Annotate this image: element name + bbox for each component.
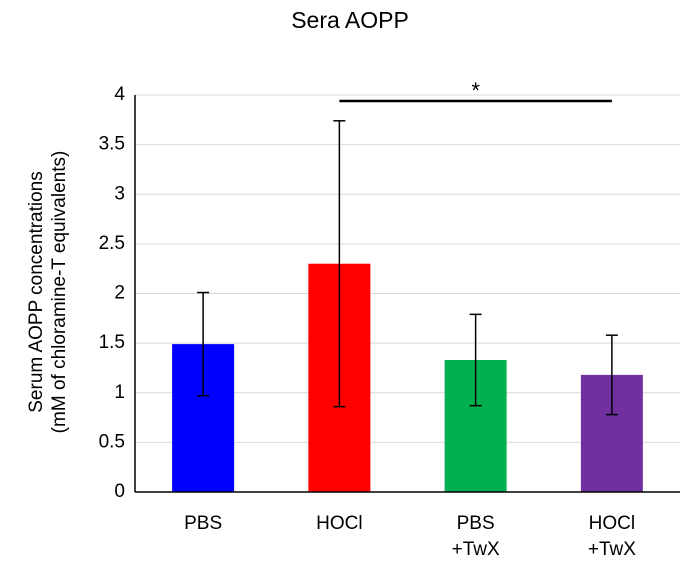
y-axis-title: Serum AOPP concentrations (mM of chloram… [26,151,70,434]
y-axis-title-line: (mM of chloramine-T equivalents) [49,151,70,434]
x-tick-label: PBS [184,513,222,534]
x-tick-label: HOCl [316,513,362,534]
y-tick-label: 3.5 [99,134,125,155]
x-tick-label: +TwX [588,539,636,560]
error-bar [333,120,346,408]
error-bar [197,291,210,397]
y-tick-label: 4 [114,84,125,105]
error-bar [605,334,618,416]
y-tick-label: 0.5 [99,431,125,452]
y-tick-label: 3 [114,183,125,204]
error-bar [469,313,482,407]
y-axis-title-line: Serum AOPP concentrations [26,171,47,413]
y-tick-label: 2 [114,283,125,304]
chart-title: Sera AOPP [291,7,409,33]
significance-label: * [471,78,480,103]
x-tick-label: +TwX [452,539,500,560]
y-tick-label: 1.5 [99,332,125,353]
y-tick-label: 0 [114,481,125,502]
x-tick-label: PBS [457,513,495,534]
y-tick-label: 2.5 [99,233,125,254]
y-tick-label: 1 [114,382,125,403]
x-tick-label: HOCl [589,513,635,534]
